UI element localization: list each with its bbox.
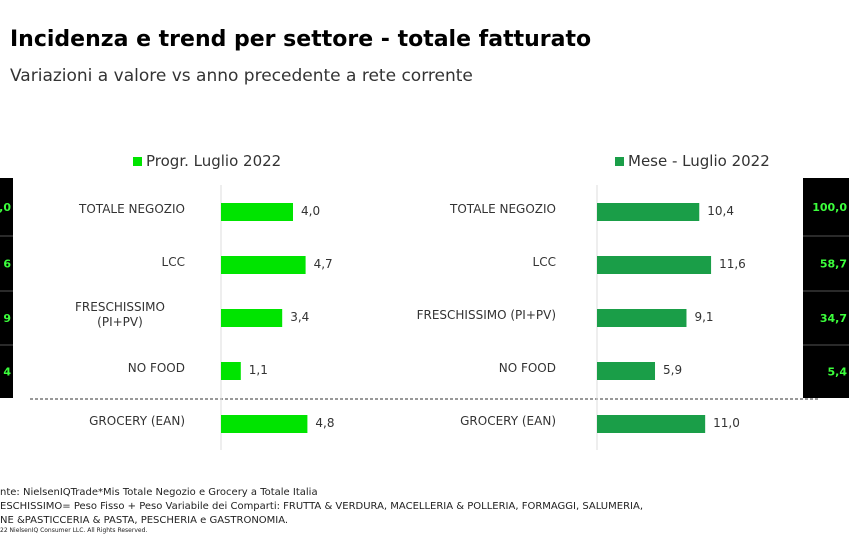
side-value: 58,7 bbox=[820, 258, 847, 271]
category-label: FRESCHISSIMO (PI+PV) bbox=[416, 307, 556, 322]
side-value: 9 bbox=[3, 312, 11, 325]
category-label: LCC bbox=[532, 254, 556, 269]
value-label: 5,9 bbox=[663, 363, 683, 377]
category-label: TOTALE NEGOZIO bbox=[450, 201, 556, 216]
bar bbox=[597, 256, 712, 274]
value-label: 4,7 bbox=[313, 257, 333, 271]
value-label: 3,4 bbox=[290, 310, 310, 324]
bar bbox=[221, 309, 283, 327]
value-label: 4,0 bbox=[301, 204, 321, 218]
footnote: ESCHISSIMO= Peso Fisso + Peso Variabile … bbox=[0, 501, 643, 512]
side-value: ,0 bbox=[0, 201, 11, 214]
side-value: 100,0 bbox=[812, 201, 847, 214]
bar bbox=[221, 362, 241, 380]
side-value: 5,4 bbox=[828, 366, 848, 379]
side-value: 34,7 bbox=[820, 312, 847, 325]
bar bbox=[597, 203, 700, 221]
bar bbox=[597, 309, 687, 327]
value-label: 11,0 bbox=[713, 416, 740, 430]
category-label: TOTALE NEGOZIO bbox=[79, 201, 185, 216]
bar bbox=[597, 362, 656, 380]
value-label: 10,4 bbox=[707, 204, 734, 218]
bar bbox=[597, 415, 706, 433]
bar bbox=[221, 203, 293, 221]
category-label: FRESCHISSIMO (PI+PV) bbox=[75, 300, 165, 329]
category-label: LCC bbox=[161, 254, 185, 269]
category-label: NO FOOD bbox=[498, 360, 556, 375]
subtitle: Variazioni a valore vs anno precedente a… bbox=[10, 66, 473, 86]
category-label: NO FOOD bbox=[127, 360, 185, 375]
bar bbox=[221, 256, 306, 274]
bar bbox=[221, 415, 308, 433]
title: Incidenza e trend per settore - totale f… bbox=[10, 27, 592, 52]
side-value: 4 bbox=[3, 366, 11, 379]
legend-swatch bbox=[133, 157, 142, 166]
legend-label: Progr. Luglio 2022 bbox=[146, 152, 282, 170]
side-value: 6 bbox=[3, 258, 11, 271]
side-column bbox=[0, 178, 13, 398]
legend-label: Mese - Luglio 2022 bbox=[628, 152, 770, 170]
footnote: NE &PASTICCERIA & PASTA, PESCHERIA e GAS… bbox=[0, 515, 289, 526]
side-column bbox=[803, 178, 849, 398]
value-label: 1,1 bbox=[248, 363, 268, 377]
category-label: GROCERY (EAN) bbox=[460, 413, 556, 428]
value-label: 4,8 bbox=[315, 416, 335, 430]
legend-swatch bbox=[615, 157, 624, 166]
category-label: GROCERY (EAN) bbox=[89, 413, 185, 428]
value-label: 11,6 bbox=[719, 257, 746, 271]
footnote: nte: NielsenIQTrade*Mis Totale Negozio e… bbox=[0, 487, 318, 498]
footnote: 22 NielsenIQ Consumer LLC. All Rights Re… bbox=[0, 527, 148, 534]
value-label: 9,1 bbox=[694, 310, 714, 324]
